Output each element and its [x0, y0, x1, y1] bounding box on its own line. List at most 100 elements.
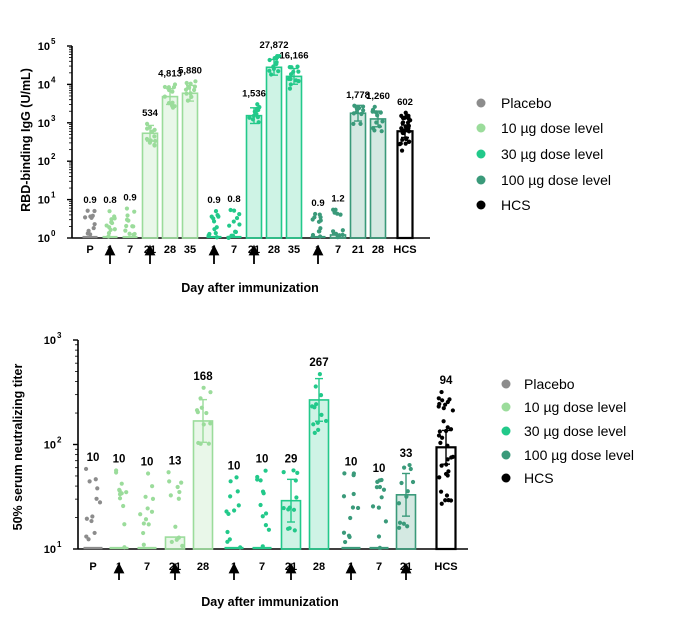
value-label: 94	[440, 375, 453, 387]
data-point	[437, 401, 442, 407]
value-label: 0.9	[311, 198, 324, 209]
x-tick-label: 28	[164, 244, 176, 256]
data-point	[176, 496, 181, 501]
data-point	[85, 208, 90, 213]
x-tick-label: 35	[184, 244, 196, 256]
x-tick-label: P	[86, 244, 93, 256]
data-point	[83, 466, 89, 472]
data-point	[141, 530, 146, 536]
data-point	[208, 390, 213, 395]
y-tick-exponent: 2	[57, 436, 62, 445]
value-label: 4,813	[158, 68, 182, 79]
data-point	[94, 496, 99, 501]
data-point	[177, 489, 182, 495]
data-point	[233, 229, 238, 234]
bar-21	[164, 536, 186, 550]
x-tick-label: 28	[313, 561, 325, 573]
legend-hcs-label: HCS	[501, 197, 531, 213]
data-point	[184, 91, 189, 96]
bar-21	[141, 132, 159, 239]
data-point	[149, 509, 155, 514]
chart1-xlabel: Day after immunization	[181, 281, 319, 295]
data-point	[311, 422, 316, 427]
data-point	[342, 471, 347, 476]
data-point	[361, 108, 366, 113]
data-point	[143, 494, 148, 499]
data-point	[402, 465, 407, 470]
data-point	[439, 389, 444, 395]
value-label: 0.9	[83, 195, 96, 206]
data-point	[340, 232, 345, 238]
y-tick-label: 10	[38, 156, 50, 168]
y-tick-exponent: 1	[51, 191, 56, 200]
legend-placebo-label: Placebo	[501, 95, 552, 111]
data-point	[358, 121, 363, 126]
data-point	[172, 82, 178, 87]
data-point	[348, 515, 353, 521]
data-point	[84, 516, 89, 521]
data-point	[333, 207, 338, 212]
data-point	[179, 480, 184, 485]
data-point	[87, 479, 92, 484]
data-point	[237, 212, 242, 217]
data-point	[340, 228, 345, 233]
data-point	[119, 481, 124, 486]
data-point	[443, 402, 448, 407]
bar-35	[285, 75, 303, 239]
data-point	[122, 545, 127, 550]
bar-HCS	[396, 130, 414, 240]
y-tick-exponent: 4	[51, 75, 56, 84]
legend-100ug-marker	[476, 175, 486, 185]
data-point	[193, 79, 198, 84]
data-point	[403, 141, 408, 146]
data-point	[206, 441, 211, 446]
x-tick-label: 28	[268, 244, 280, 256]
bar-35	[181, 92, 199, 239]
value-label: 10	[87, 452, 100, 464]
data-point	[376, 534, 382, 539]
data-point	[317, 234, 323, 239]
chart2-ylabel: 50% serum neutralizing titer	[11, 364, 25, 531]
legend2-30ug-marker	[501, 426, 511, 436]
data-point	[238, 545, 243, 550]
data-point	[337, 233, 342, 238]
data-point	[211, 216, 216, 221]
value-label: 534	[142, 108, 159, 119]
data-point	[132, 231, 137, 237]
x-tick-label: P	[89, 561, 96, 573]
data-point	[184, 80, 189, 86]
y-tick-exponent: 0	[51, 229, 56, 238]
value-label: 1.2	[331, 194, 344, 205]
value-label: 168	[193, 371, 213, 383]
data-point	[214, 235, 219, 240]
data-point	[82, 215, 88, 220]
data-point	[375, 479, 380, 484]
data-point	[372, 128, 377, 133]
data-point	[404, 113, 409, 118]
data-point	[141, 521, 146, 526]
data-point	[162, 84, 168, 90]
legend-100ug-label: 100 µg dose level	[501, 172, 611, 188]
data-point	[263, 523, 268, 528]
y-tick-label: 10	[38, 195, 50, 207]
x-tick-label: 28	[197, 561, 209, 573]
x-tick-label: 7	[259, 561, 265, 573]
data-point	[263, 511, 269, 516]
data-point	[145, 471, 151, 476]
value-label: 10	[256, 454, 269, 466]
data-point	[281, 469, 286, 475]
data-point	[437, 429, 442, 434]
value-label: 10	[141, 457, 154, 469]
data-point	[313, 384, 318, 389]
data-point	[292, 528, 297, 533]
data-point	[124, 217, 130, 222]
data-point	[90, 514, 95, 519]
data-point	[226, 235, 231, 240]
data-point	[204, 410, 209, 416]
data-point	[408, 466, 413, 472]
x-tick-label: HCS	[393, 244, 416, 256]
legend-hcs-marker	[476, 200, 486, 210]
data-point	[228, 494, 233, 499]
data-point	[107, 225, 112, 230]
